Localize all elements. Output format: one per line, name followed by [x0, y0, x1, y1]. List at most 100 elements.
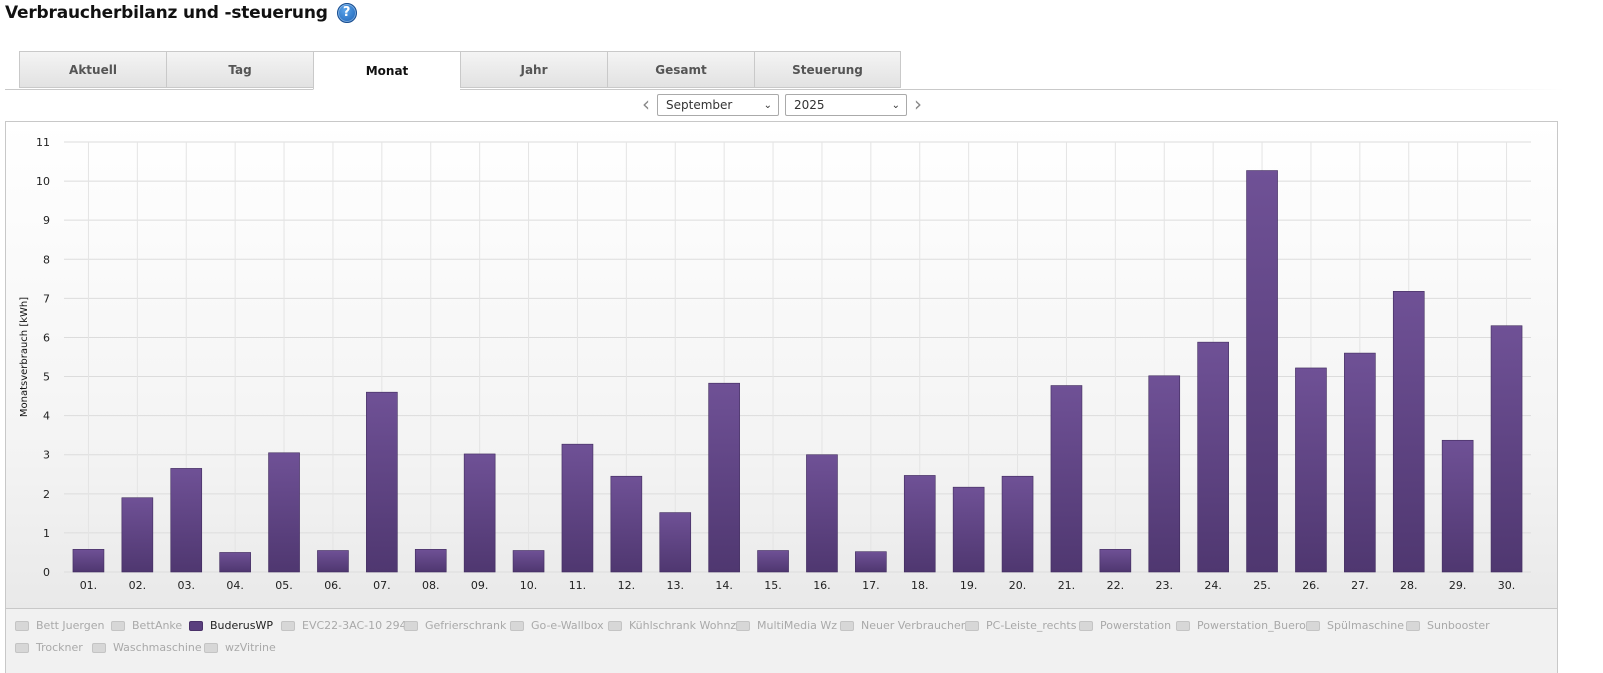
tab-steuerung[interactable]: Steuerung: [754, 51, 901, 88]
legend-swatch: [965, 620, 979, 631]
legend-swatch: [608, 620, 622, 631]
legend-swatch: [15, 620, 29, 631]
bar: [659, 512, 692, 573]
legend-label: Go-e-Wallbox: [531, 619, 604, 632]
bar: [1392, 291, 1425, 573]
legend-item[interactable]: Spülmaschine: [1306, 619, 1404, 632]
legend-swatch: [404, 620, 418, 631]
bar: [219, 552, 251, 573]
legend-swatch: [1306, 620, 1320, 631]
legend-swatch: [204, 642, 218, 653]
x-tick-label: 26.: [1302, 579, 1320, 592]
legend-item[interactable]: Gefrierschrank: [404, 619, 506, 632]
tab-jahr[interactable]: Jahr: [460, 51, 607, 88]
bar: [757, 550, 789, 573]
y-tick-label: 0: [43, 566, 50, 579]
legend-item[interactable]: MultiMedia Wz: [736, 619, 837, 632]
x-tick-label: 12.: [618, 579, 636, 592]
legend-label: EVC22-3AC-10 294: [302, 619, 407, 632]
legend-label: Kühlschrank Wohnz: [629, 619, 737, 632]
legend-item[interactable]: PC-Leiste_rechts: [965, 619, 1076, 632]
legend-swatch: [1176, 620, 1190, 631]
x-tick-label: 05.: [275, 579, 293, 592]
x-tick-label: 10.: [520, 579, 538, 592]
legend-label: Sunbooster: [1427, 619, 1490, 632]
chevron-down-icon: ⌄: [891, 99, 900, 111]
y-tick-label: 1: [43, 527, 50, 540]
legend-label: Waschmaschine: [113, 641, 202, 654]
legend-item[interactable]: BuderusWP: [189, 619, 273, 632]
legend-swatch: [736, 620, 750, 631]
legend-item[interactable]: Neuer Verbraucher: [840, 619, 965, 632]
chart-legend: Bett Juergen BettAnke BuderusWP EVC22-3AC-1…: [5, 609, 1558, 673]
legend-item[interactable]: EVC22-3AC-10 294: [281, 619, 407, 632]
bar: [806, 454, 838, 573]
y-tick-label: 5: [43, 371, 50, 384]
legend-item[interactable]: Powerstation: [1079, 619, 1171, 632]
bar: [1148, 375, 1181, 573]
y-tick-label: 6: [43, 331, 50, 344]
legend-swatch: [15, 642, 29, 653]
tab-monat[interactable]: Monat: [313, 51, 460, 90]
legend-label: Neuer Verbraucher: [861, 619, 966, 632]
page-title-bar: Verbraucherbilanz und -steuerung ?: [5, 3, 357, 23]
period-navigation: ‹ September ⌄ 2025 ⌄ ›: [638, 94, 926, 116]
legend-label: Spülmaschine: [1327, 619, 1404, 632]
legend-swatch: [1079, 620, 1093, 631]
bar: [855, 551, 887, 573]
x-tick-label: 21.: [1058, 579, 1076, 592]
tab-aktuell[interactable]: Aktuell: [19, 51, 166, 88]
tab-tag[interactable]: Tag: [166, 51, 313, 88]
legend-item[interactable]: Powerstation_Buero: [1176, 619, 1306, 632]
bar: [1490, 325, 1523, 573]
legend-label: MultiMedia Wz: [757, 619, 838, 632]
x-tick-label: 19.: [960, 579, 978, 592]
y-tick-label: 8: [43, 253, 50, 266]
bar: [414, 549, 447, 573]
legend-item[interactable]: wzVitrine: [204, 641, 276, 654]
bar: [1441, 439, 1474, 573]
bar: [1344, 352, 1376, 573]
legend-label: BuderusWP: [210, 619, 274, 632]
legend-item[interactable]: Sunbooster: [1406, 619, 1490, 632]
x-tick-label: 17.: [862, 579, 880, 592]
legend-swatch: [111, 620, 125, 631]
x-tick-label: 18.: [911, 579, 929, 592]
chevron-down-icon: ⌄: [763, 99, 772, 111]
x-tick-label: 08.: [422, 579, 440, 592]
next-period-icon[interactable]: ›: [914, 92, 922, 116]
y-tick-label: 10: [36, 175, 50, 188]
bar: [1050, 385, 1083, 573]
bar: [366, 391, 398, 573]
legend-item[interactable]: Kühlschrank Wohnz: [608, 619, 736, 632]
legend-item[interactable]: Trockner: [15, 641, 83, 654]
x-tick-label: 20.: [1009, 579, 1027, 592]
bar: [1001, 475, 1034, 573]
x-tick-label: 23.: [1156, 579, 1174, 592]
x-tick-label: 22.: [1107, 579, 1125, 592]
bar: [708, 382, 740, 573]
bar: [610, 475, 643, 573]
y-axis-label: Monatsverbrauch [kWh]: [19, 297, 30, 417]
year-select[interactable]: 2025 ⌄: [785, 94, 907, 116]
y-tick-label: 9: [43, 214, 50, 227]
legend-label: wzVitrine: [225, 641, 276, 654]
legend-item[interactable]: Waschmaschine: [92, 641, 202, 654]
bar: [1197, 341, 1229, 573]
legend-item[interactable]: Go-e-Wallbox: [510, 619, 604, 632]
month-select[interactable]: September ⌄: [657, 94, 779, 116]
bar: [121, 497, 154, 573]
x-tick-label: 24.: [1204, 579, 1222, 592]
tab-gesamt[interactable]: Gesamt: [607, 51, 754, 88]
legend-item[interactable]: Bett Juergen: [15, 619, 104, 632]
legend-item[interactable]: BettAnke: [111, 619, 182, 632]
bar: [1099, 549, 1132, 573]
x-tick-label: 29.: [1449, 579, 1467, 592]
bar: [317, 550, 349, 573]
previous-period-icon[interactable]: ‹: [642, 92, 650, 116]
x-tick-label: 11.: [569, 579, 587, 592]
y-tick-label: 11: [36, 136, 50, 149]
x-tick-label: 04.: [226, 579, 244, 592]
help-icon[interactable]: ?: [336, 3, 357, 23]
chart-area: 0 1 2 3 4 5 6 7 8 9 10 11 01. 02. 03. 04. 05. 06. 07. 08. 09…: [5, 121, 1558, 609]
